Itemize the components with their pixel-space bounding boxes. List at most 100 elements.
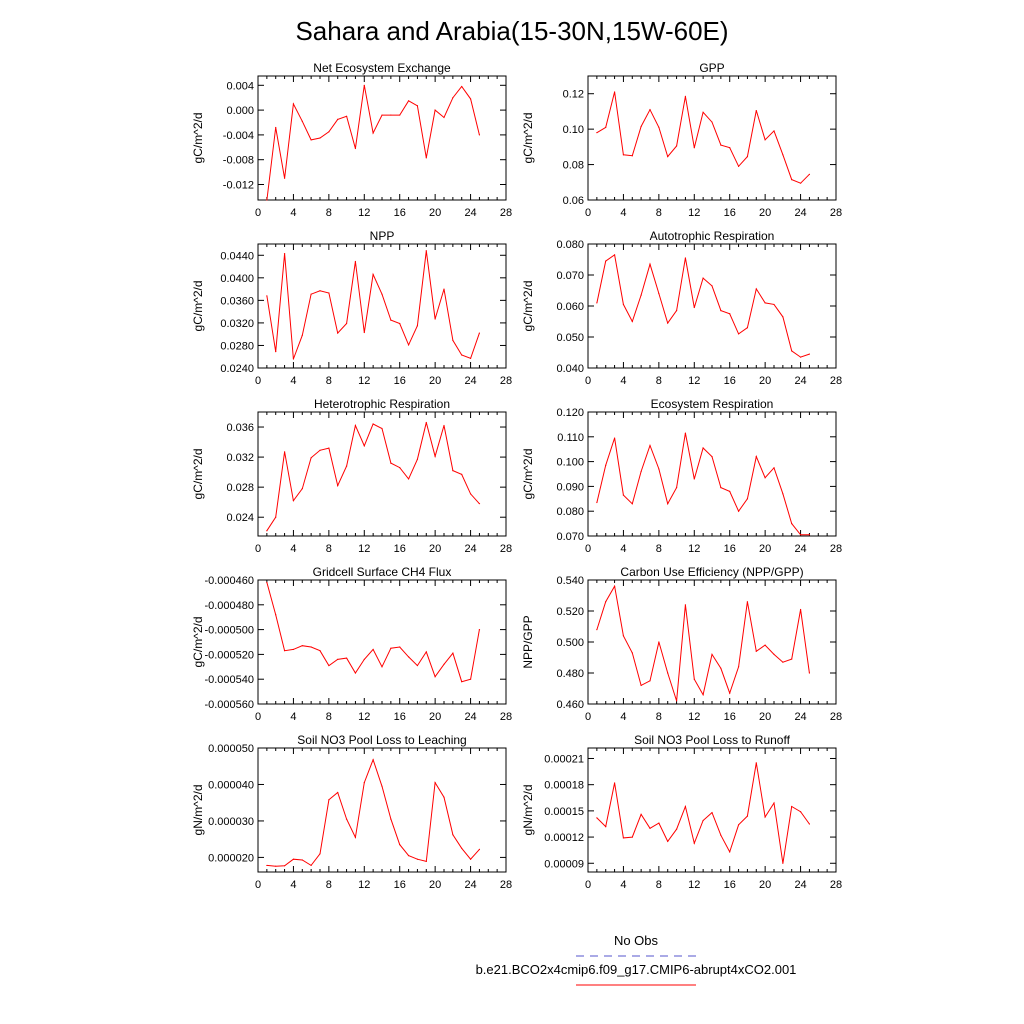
data-point bbox=[425, 651, 427, 653]
data-point bbox=[640, 813, 642, 815]
data-point bbox=[684, 604, 687, 606]
x-tick-label: 24 bbox=[794, 207, 806, 219]
data-point bbox=[605, 126, 607, 128]
data-point bbox=[737, 165, 740, 167]
data-point bbox=[363, 331, 365, 334]
y-tick-label: 0.110 bbox=[557, 432, 584, 444]
x-tick-label: 28 bbox=[500, 543, 512, 555]
x-tick-label: 16 bbox=[394, 879, 406, 891]
x-tick-label: 20 bbox=[759, 207, 771, 219]
data-point bbox=[658, 468, 660, 470]
y-tick-label: 0.028 bbox=[226, 482, 254, 494]
data-point bbox=[275, 516, 277, 518]
data-point bbox=[631, 155, 633, 157]
x-tick-label: 4 bbox=[290, 543, 296, 555]
chart-panel-5: Heterotrophic Respiration gC/m^2/d 0 4 8 12 16… bbox=[191, 397, 512, 555]
x-tick-label: 12 bbox=[358, 375, 370, 387]
chart-title: Soil NO3 Pool Loss to Leaching bbox=[297, 733, 466, 747]
x-tick-label: 20 bbox=[759, 375, 771, 387]
y-axis-label: NPP/GPP bbox=[521, 615, 535, 668]
data-point bbox=[791, 179, 793, 181]
chart-panel-8: Carbon Use Efficiency (NPP/GPP) NPP/GPP 0 4… bbox=[521, 565, 842, 723]
y-tick-label: 0.0400 bbox=[220, 273, 254, 285]
data-point bbox=[425, 157, 427, 159]
data-point bbox=[746, 156, 749, 158]
data-point bbox=[345, 465, 348, 467]
y-tick-label: -0.008 bbox=[223, 155, 254, 167]
x-tick-label: 4 bbox=[290, 207, 296, 219]
data-point bbox=[675, 145, 678, 147]
data-point bbox=[283, 177, 286, 179]
x-tick-label: 0 bbox=[585, 543, 591, 555]
data-point bbox=[711, 285, 713, 287]
data-point bbox=[808, 672, 811, 674]
data-point bbox=[711, 812, 713, 814]
data-point bbox=[443, 796, 445, 798]
x-tick-label: 28 bbox=[830, 207, 842, 219]
data-point bbox=[416, 105, 419, 107]
x-tick-label: 20 bbox=[759, 543, 771, 555]
x-tick-label: 16 bbox=[394, 711, 406, 723]
chart-title: Carbon Use Efficiency (NPP/GPP) bbox=[620, 565, 803, 579]
series-line bbox=[266, 422, 480, 531]
data-point bbox=[684, 805, 687, 808]
data-point bbox=[596, 501, 598, 504]
data-point bbox=[622, 303, 625, 306]
data-point bbox=[675, 828, 678, 830]
x-tick-label: 0 bbox=[585, 879, 591, 891]
data-point bbox=[649, 827, 651, 829]
data-point bbox=[345, 115, 348, 117]
x-tick-label: 28 bbox=[500, 375, 512, 387]
data-point bbox=[345, 818, 348, 820]
data-point bbox=[354, 672, 357, 674]
data-point bbox=[452, 652, 454, 654]
y-tick-label: 0.080 bbox=[556, 239, 584, 251]
y-tick-label: -0.000560 bbox=[204, 699, 254, 711]
data-point bbox=[684, 257, 687, 259]
data-point bbox=[658, 822, 660, 824]
y-tick-label: 0.00015 bbox=[544, 806, 584, 818]
data-point bbox=[292, 648, 295, 651]
x-tick-label: 8 bbox=[326, 207, 332, 219]
y-tick-label: 0.520 bbox=[556, 606, 584, 618]
chart-title: Gridcell Surface CH4 Flux bbox=[313, 565, 452, 579]
data-point bbox=[711, 456, 713, 458]
data-point bbox=[266, 864, 268, 867]
data-point bbox=[596, 302, 598, 304]
data-point bbox=[622, 494, 625, 496]
series-line bbox=[266, 85, 480, 201]
data-point bbox=[684, 95, 687, 97]
data-point bbox=[720, 487, 722, 489]
data-point bbox=[381, 666, 383, 668]
y-tick-label: 0.070 bbox=[556, 531, 584, 543]
x-tick-label: 8 bbox=[656, 207, 662, 219]
series-line bbox=[596, 91, 810, 184]
data-point bbox=[292, 358, 295, 360]
x-tick-label: 20 bbox=[759, 879, 771, 891]
y-tick-label: 0.08 bbox=[563, 160, 584, 172]
x-tick-label: 12 bbox=[358, 879, 370, 891]
y-tick-label: -0.004 bbox=[223, 130, 254, 142]
y-tick-label: 0.120 bbox=[556, 407, 584, 419]
y-tick-label: 0.00021 bbox=[544, 753, 584, 765]
data-point bbox=[443, 288, 445, 290]
y-tick-label: 0.500 bbox=[556, 637, 584, 649]
y-tick-label: -0.000540 bbox=[204, 674, 254, 686]
data-point bbox=[667, 156, 669, 158]
data-point bbox=[434, 455, 436, 457]
data-point bbox=[452, 97, 454, 99]
data-point bbox=[596, 132, 598, 134]
y-tick-label: 0.06 bbox=[563, 195, 584, 207]
y-tick-label: 0.540 bbox=[556, 575, 584, 587]
data-point bbox=[469, 858, 472, 860]
data-point bbox=[605, 601, 607, 603]
data-point bbox=[746, 815, 749, 817]
data-point bbox=[764, 644, 766, 646]
x-tick-label: 24 bbox=[464, 543, 476, 555]
chart-title: Heterotrophic Respiration bbox=[314, 397, 450, 411]
data-point bbox=[461, 847, 463, 849]
x-tick-label: 28 bbox=[500, 711, 512, 723]
panels: Net Ecosystem Exchange gC/m^2/d 0 4 8 12 16 20 2… bbox=[191, 61, 842, 891]
data-point bbox=[649, 263, 651, 265]
